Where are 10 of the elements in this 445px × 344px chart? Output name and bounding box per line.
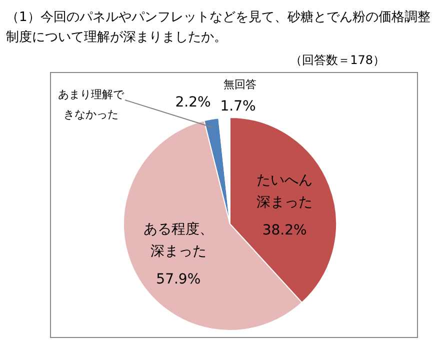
data-label: 38.2%: [262, 222, 307, 238]
chart-subtitle: （回答数＝178）: [290, 52, 385, 69]
chart-title: （1）今回のパネルやパンフレットなどを見て、砂糖とでん粉の価格調整制度について理解が深まりましたか。: [6, 9, 432, 47]
data-label: 57.9%: [156, 271, 201, 288]
data-label: 2.2%: [175, 94, 211, 111]
slice-label: たいへん深まった: [256, 172, 313, 210]
slice-label: 無回答: [224, 78, 256, 91]
slice-label: ある程度、深まった: [143, 221, 214, 260]
data-label: 1.7%: [220, 98, 256, 115]
slice-label: あまり理解できなかった: [58, 88, 125, 121]
